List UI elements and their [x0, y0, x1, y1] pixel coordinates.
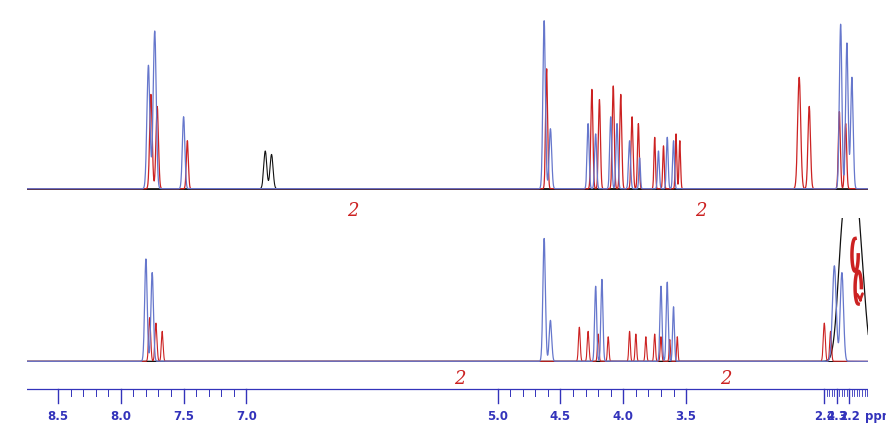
Text: 8.5: 8.5	[48, 410, 68, 423]
Text: 2: 2	[720, 370, 732, 388]
Text: 2: 2	[347, 201, 359, 220]
Text: 2.2: 2.2	[839, 410, 860, 423]
Text: 7.5: 7.5	[173, 410, 194, 423]
Text: 2.4: 2.4	[814, 410, 835, 423]
Text: ppm: ppm	[865, 410, 886, 423]
Text: 7.0: 7.0	[236, 410, 257, 423]
Text: 4.5: 4.5	[550, 410, 571, 423]
Text: 2: 2	[455, 370, 466, 388]
Text: 3.5: 3.5	[676, 410, 696, 423]
Text: 4.0: 4.0	[613, 410, 633, 423]
Text: 8.0: 8.0	[110, 410, 131, 423]
Text: 5.0: 5.0	[487, 410, 509, 423]
Text: 2: 2	[696, 201, 707, 220]
Text: 2.3: 2.3	[827, 410, 847, 423]
